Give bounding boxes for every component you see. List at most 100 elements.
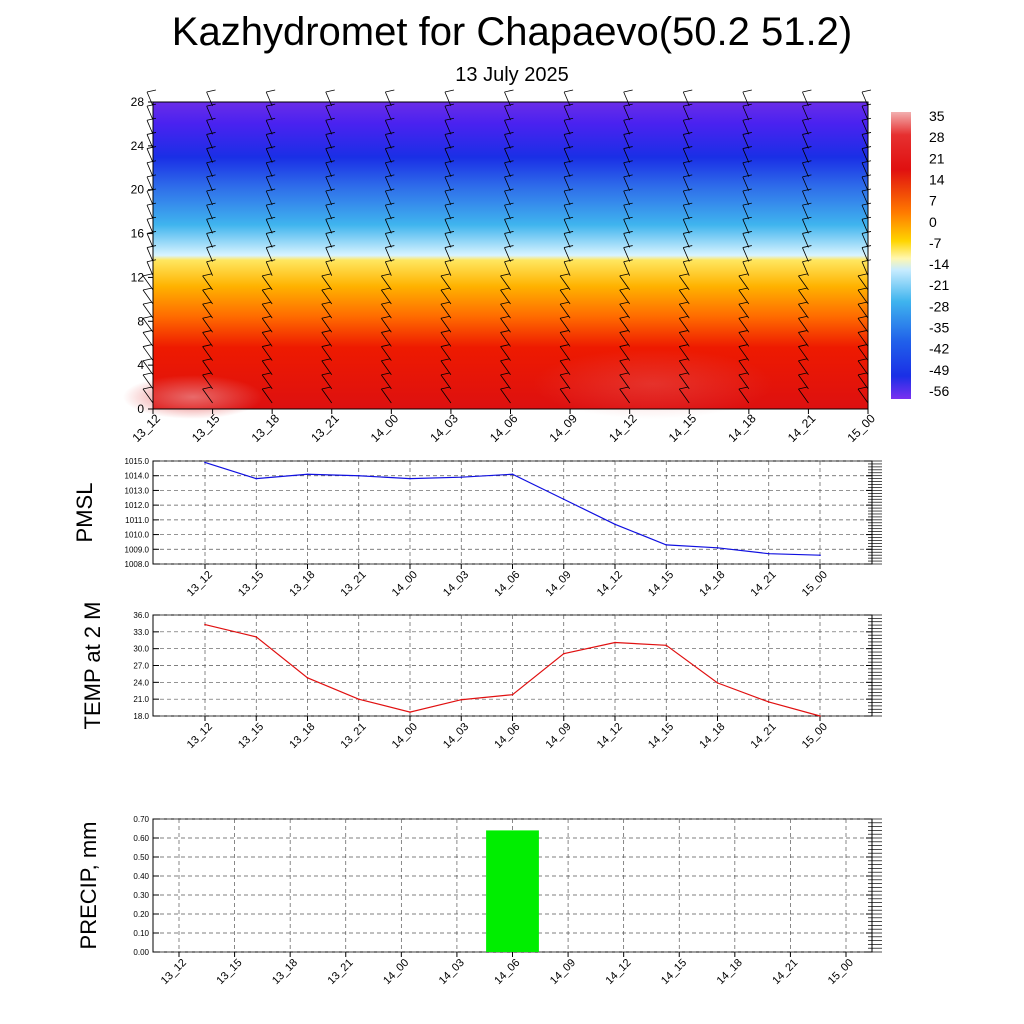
wind-barb: [682, 245, 693, 262]
colorbar-label: -35: [929, 320, 949, 336]
wind-barb: [802, 174, 812, 192]
wind-barb: [146, 117, 157, 135]
wind-barb: [682, 160, 693, 177]
wind-barb: [682, 174, 693, 192]
wind-barb: [202, 315, 213, 333]
data-point: [614, 641, 616, 644]
heatmap-warm-core: [533, 349, 773, 419]
wind-barb: [202, 273, 213, 291]
x-tick-label: 14_18: [697, 721, 727, 751]
data-point: [204, 461, 206, 464]
wind-barb: [504, 89, 514, 107]
wind-barb: [142, 358, 154, 375]
x-tick-label: 13_21: [339, 721, 369, 751]
wind-barb: [619, 386, 630, 404]
x-tick-label: 14_00: [368, 411, 402, 445]
wind-barb: [504, 202, 514, 220]
y-tick-label: 1013.0: [125, 486, 150, 495]
colorbar: [891, 112, 911, 399]
precip-panel: 0.70 0.60 0.50 0.40 0.30 0.20 0.10 0.00 13_12 13_…: [76, 815, 882, 987]
wind-barb: [682, 89, 693, 107]
x-tick-label: 14_15: [646, 569, 676, 599]
x-tick-label: 13_18: [270, 957, 300, 987]
y-tick-label: 36.0: [133, 611, 149, 620]
x-tick-label: 14_09: [544, 721, 574, 751]
wind-barb: [381, 344, 392, 361]
x-tick-label: 13_15: [214, 957, 244, 987]
wind-barb: [857, 372, 869, 390]
y-tick-label: 21.0: [133, 695, 149, 704]
wind-barb: [440, 330, 452, 347]
wind-barb: [440, 386, 452, 404]
wind-barb: [142, 315, 154, 333]
y-tick-label: 27.0: [133, 662, 149, 671]
wind-barb: [500, 315, 511, 333]
wind-barb: [444, 132, 455, 149]
wind-barb: [798, 372, 809, 390]
wind-barb: [384, 202, 395, 220]
wind-barb: [623, 89, 633, 107]
wind-barb: [802, 117, 812, 135]
wind-barb: [321, 372, 333, 390]
wind-barb: [321, 330, 333, 347]
wind-barb: [682, 202, 693, 220]
wind-barb: [798, 344, 809, 361]
y-tick-label: 1014.0: [125, 472, 150, 481]
wind-barb: [738, 372, 750, 390]
wind-barb: [444, 202, 455, 220]
wind-barb: [142, 287, 154, 305]
wind-barb: [381, 386, 392, 404]
wind-barb: [623, 146, 633, 163]
wind-barb: [563, 117, 574, 135]
wind-barb: [146, 160, 157, 177]
wind-barb: [857, 386, 869, 404]
wind-barb: [619, 358, 630, 375]
data-point: [819, 715, 821, 717]
x-tick-label: 13_15: [236, 569, 266, 599]
wind-barb: [857, 358, 869, 375]
wind-barb: [321, 344, 333, 361]
wind-barb: [678, 358, 690, 375]
wind-barb: [619, 344, 630, 361]
y-tick-label: 16: [131, 227, 145, 241]
data-bar: [486, 830, 539, 952]
wind-barb: [381, 358, 392, 375]
data-point: [665, 644, 668, 647]
wind-barb: [142, 386, 154, 404]
wind-barb: [384, 117, 395, 135]
wind-barb: [206, 216, 216, 234]
wind-barb: [444, 103, 455, 121]
y-tick-label: 0.60: [133, 834, 149, 843]
wind-barb: [742, 160, 752, 177]
wind-barb: [861, 202, 872, 220]
wind-barb: [742, 174, 752, 192]
wind-barb: [504, 132, 514, 149]
wind-barb: [738, 287, 750, 305]
data-point: [767, 552, 770, 555]
x-tick-label: 14_03: [441, 569, 471, 599]
data-point: [460, 698, 463, 701]
wind-barb: [738, 273, 750, 291]
y-axis-title: TEMP at 2 M: [80, 602, 105, 730]
wind-barb: [504, 103, 514, 121]
wind-barb: [678, 386, 690, 404]
wind-barb: [444, 231, 455, 248]
wind-barb: [678, 273, 690, 291]
wind-barb: [802, 146, 812, 163]
y-tick-label: 1008.0: [125, 560, 150, 569]
wind-barb: [682, 231, 693, 248]
wind-barb: [444, 174, 455, 192]
x-tick-label: 14_21: [770, 957, 800, 987]
data-point: [357, 698, 360, 700]
wind-barb: [325, 174, 335, 192]
wind-barb: [742, 245, 752, 262]
y-tick-label: 0.10: [133, 929, 149, 938]
data-point: [255, 636, 258, 638]
wind-barb: [325, 231, 335, 248]
wind-barbs: [142, 89, 872, 404]
wind-barb: [504, 216, 514, 234]
wind-barb: [206, 202, 216, 220]
y-tick-label: 0.40: [133, 872, 149, 881]
y-tick-label: 1015.0: [125, 457, 150, 466]
wind-barb: [500, 301, 511, 319]
